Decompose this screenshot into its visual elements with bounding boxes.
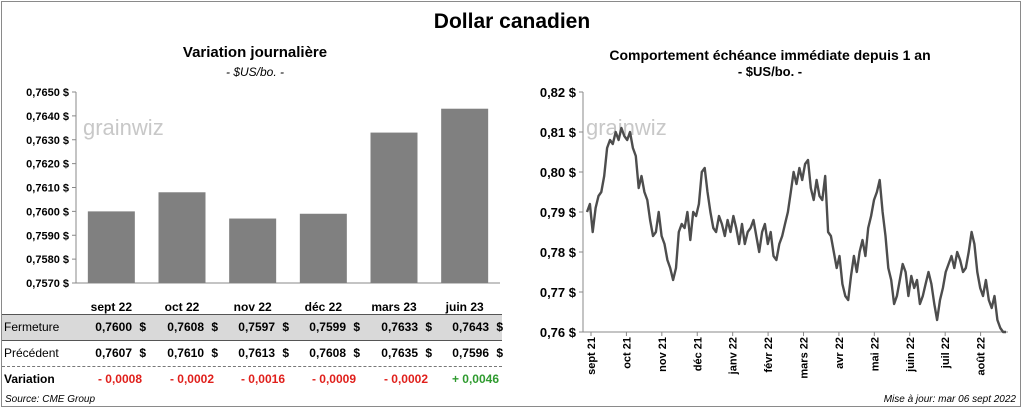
bar [441,108,489,284]
bar-y-tick-label: 0,7580 $ [26,254,69,266]
bar [370,132,418,283]
table-row: Fermeture 0,7600 $ 0,7608 $ 0,7597 $ 0,7599 $ 0,7… [2,314,503,341]
table-row: Précédent 0,7607 $ 0,7610 $ 0,7613 $ 0,7608 $ 0,7… [2,341,503,367]
bar-category-label: mars 23 [371,300,417,314]
line-y-tick-label: 0,76 $ [540,325,577,340]
line-y-tick-label: 0,82 $ [540,85,577,100]
table-cell: 0,7599 $ [309,320,360,334]
table-cell: 0,7635 $ [381,346,432,360]
table-cell: 0,7608 $ [167,320,218,334]
bar-y-tick-label: 0,7640 $ [26,111,69,123]
table-cell: 0,7633 $ [381,320,432,334]
source-note: Source: CME Group [5,394,96,405]
line-y-tick-label: 0,77 $ [540,285,577,300]
bar [87,211,135,283]
table-cell: + 0,0046 [451,372,499,386]
table-cell: - 0,0016 [240,372,285,386]
bar-y-tick-label: 0,7570 $ [26,278,69,290]
table-cell: 0,7596 $ [452,346,503,360]
table-cell: 0,7608 $ [309,346,360,360]
line-y-tick-label: 0,81 $ [540,125,577,140]
line-y-tick-label: 0,80 $ [540,165,577,180]
table-cell: - 0,0002 [169,372,214,386]
bar-y-tick-label: 0,7610 $ [26,183,69,195]
line-x-tick-label: déc 21 [692,337,704,371]
row-label: Précédent [4,346,59,360]
bar-category-label: déc 22 [305,300,343,314]
line-y-tick-label: 0,79 $ [540,205,577,220]
table-cell: 0,7643 $ [452,320,503,334]
series-line [585,126,1006,334]
line-x-tick-label: mars 22 [799,337,811,379]
table-cell: - 0,0002 [383,372,428,386]
row-label: Variation [4,372,55,386]
table-cell: 0,7600 $ [95,320,146,334]
bar-category-label: sept 22 [91,300,133,314]
line-x-tick-label: mai 22 [869,337,881,371]
right-chart-title: Comportement échéance immédiate depuis 1… [609,47,931,63]
table-cell: 0,7613 $ [238,346,289,360]
line-x-tick-label: janv 22 [728,337,740,375]
update-note: Mise à jour: mar 06 sept 2022 [883,394,1016,405]
bar-y-tick-label: 0,7620 $ [26,159,69,171]
table-row: Variation - 0,0008 - 0,0002 - 0,0016 - 0,000… [2,367,502,392]
line-x-tick-label: oct 21 [621,337,633,369]
left-chart-unit: - $US/bo. - [225,65,285,79]
main-title: Dollar canadien [433,10,591,33]
line-x-tick-label: nov 21 [657,337,669,372]
right-watermark: grainwiz [586,115,667,140]
bar-category-label: oct 22 [165,300,200,314]
bar-y-tick-label: 0,7650 $ [26,87,69,99]
line-x-tick-label: avr 22 [834,337,846,369]
bar [299,213,347,283]
table-cell: - 0,0008 [97,372,142,386]
line-y-tick-label: 0,78 $ [540,245,577,260]
line-x-tick-label: sept 21 [586,337,598,375]
line-x-tick-label: juin 22 [905,337,917,373]
bar [229,218,277,283]
bar-y-tick-label: 0,7630 $ [26,135,69,147]
bar [158,192,206,283]
table-cell: 0,7607 $ [95,346,146,360]
bar-category-label: juin 23 [445,300,484,314]
bar-category-label: nov 22 [234,300,272,314]
left-chart-title: Variation journalière [182,44,328,61]
bar-y-tick-label: 0,7600 $ [26,206,69,218]
table-cell: 0,7610 $ [167,346,218,360]
right-chart-unit: - $US/bo. - [737,64,803,79]
row-label: Fermeture [4,320,60,334]
table-cell: 0,7597 $ [238,320,289,334]
left-watermark: grainwiz [83,115,164,140]
table-cell: - 0,0009 [311,372,356,386]
line-x-tick-label: févr 22 [763,337,775,372]
line-x-tick-label: août 22 [976,337,988,376]
line-x-tick-label: juil 22 [940,337,952,369]
bar-y-tick-label: 0,7590 $ [26,230,69,242]
